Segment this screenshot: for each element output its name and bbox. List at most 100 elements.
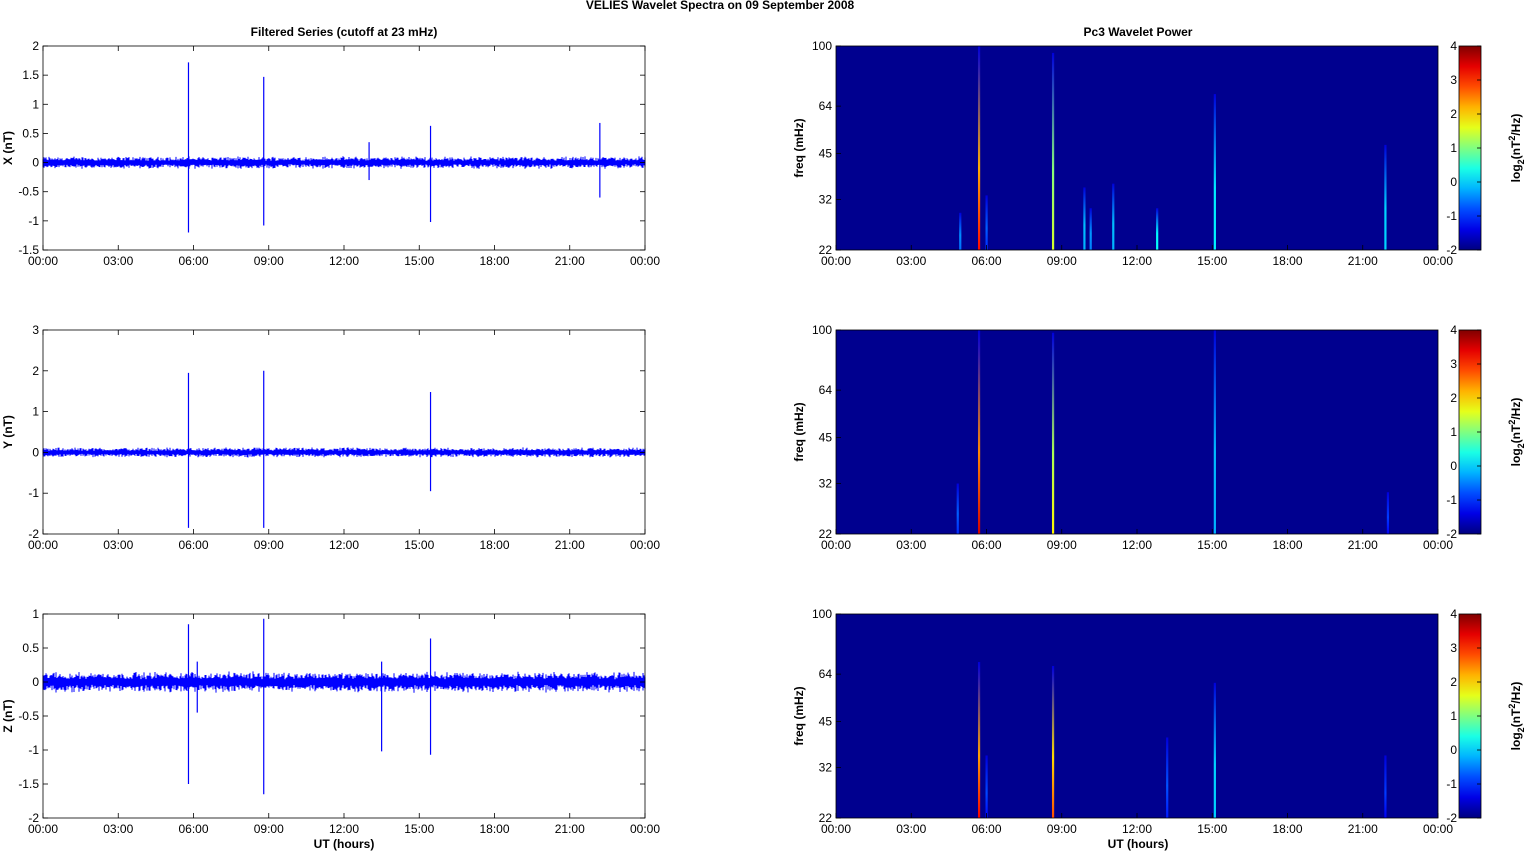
y-tick-label: 45 <box>819 147 833 161</box>
y-axis-label: freq (mHz) <box>792 402 806 461</box>
axes-layer: -1.5 -1 -0.5 0 0.5 1 1.5 2 00:00 03:00 06:00 09:00 1… <box>1 39 1526 836</box>
x-tick-label: 21:00 <box>1348 254 1378 268</box>
x-tick-label: 15:00 <box>1197 822 1227 836</box>
colorbar-label-part: log <box>1509 448 1523 466</box>
y-axis-label: freq (mHz) <box>792 118 806 177</box>
y-tick-label: 1 <box>32 607 39 621</box>
x-tick-label: 15:00 <box>1197 254 1227 268</box>
colorbar-tick-label: 1 <box>1450 709 1457 723</box>
x-tick-label: 00:00 <box>630 538 660 552</box>
x-tick-label: 00:00 <box>630 254 660 268</box>
y-tick-label: 100 <box>812 39 832 53</box>
colorbar-label-part: (nT <box>1509 708 1523 727</box>
plot-area <box>43 614 645 818</box>
y-tick-label: 45 <box>819 715 833 729</box>
x-tick-label: 00:00 <box>28 822 58 836</box>
y-tick-label: -1 <box>28 214 39 228</box>
y-axis-label: Y (nT) <box>1 415 15 449</box>
y-tick-label: 0 <box>32 445 39 459</box>
colorbar-label-part: 2 <box>1516 443 1526 448</box>
x-tick-label: 12:00 <box>1122 822 1152 836</box>
colorbar-tick-label: 0 <box>1450 743 1457 757</box>
x-tick-label: 15:00 <box>1197 538 1227 552</box>
x-tick-label: 18:00 <box>1272 254 1302 268</box>
colorbar-label: log2(nT2/Hz) <box>1507 682 1526 751</box>
colorbar-tick-label: 3 <box>1450 73 1457 87</box>
power-event-10 <box>1384 144 1387 250</box>
y-axis-label: Z (nT) <box>1 699 15 732</box>
x-tick-label: 18:00 <box>1272 822 1302 836</box>
colorbar-tick-label: -1 <box>1446 493 1457 507</box>
y-tick-label: 64 <box>819 99 833 113</box>
y-tick-label: -1.5 <box>18 777 39 791</box>
power-event-3 <box>1213 94 1216 251</box>
x-tick-label: 09:00 <box>1047 538 1077 552</box>
left-column-title: Filtered Series (cutoff at 23 mHz) <box>251 25 438 39</box>
x-tick-label: 03:00 <box>103 822 133 836</box>
x-tick-label: 12:00 <box>1122 254 1152 268</box>
y-axis-label: freq (mHz) <box>792 686 806 745</box>
timeseries-panel-1: -1.5 -1 -0.5 0 0.5 1 1.5 2 00:00 03:00 06:00 09:00 1… <box>1 39 660 268</box>
x-tick-label: 06:00 <box>178 822 208 836</box>
x-tick-label: 00:00 <box>1423 254 1453 268</box>
colorbar-tick-label: 1 <box>1450 141 1457 155</box>
spectrogram-background <box>836 614 1438 818</box>
colorbar-tick-label: 0 <box>1450 459 1457 473</box>
x-tick-label: 03:00 <box>103 254 133 268</box>
y-tick-label: 32 <box>819 193 833 207</box>
y-tick-label: 22 <box>819 811 833 825</box>
x-tick-label: 21:00 <box>555 822 585 836</box>
x-tick-label: 03:00 <box>896 822 926 836</box>
plot-area <box>43 330 645 534</box>
y-axis-label: X (nT) <box>1 131 15 165</box>
y-tick-label: 45 <box>819 431 833 445</box>
colorbar-label-part: /Hz) <box>1509 398 1523 420</box>
colorbar-tick-label: 4 <box>1450 607 1457 621</box>
x-tick-label: 00:00 <box>821 538 851 552</box>
plot-area <box>43 46 645 250</box>
x-tick-label: 18:00 <box>479 538 509 552</box>
power-event-2 <box>1051 332 1055 534</box>
x-tick-label: 12:00 <box>329 822 359 836</box>
x-tick-label: 15:00 <box>404 538 434 552</box>
colorbar-label: log2(nT2/Hz) <box>1507 114 1526 183</box>
y-tick-label: 32 <box>819 761 833 775</box>
x-tick-label: 09:00 <box>1047 254 1077 268</box>
x-tick-label: 18:00 <box>479 822 509 836</box>
power-event-8 <box>1112 183 1115 250</box>
power-event-4 <box>1166 737 1169 818</box>
power-event-4 <box>956 483 959 534</box>
colorbar-tick-label: 4 <box>1450 39 1457 53</box>
colorbar-tick-label: -2 <box>1446 243 1457 257</box>
x-tick-label: 15:00 <box>404 822 434 836</box>
y-tick-label: 32 <box>819 477 833 491</box>
power-event-3 <box>1213 330 1216 534</box>
colorbar-tick-label: 2 <box>1450 675 1457 689</box>
spectrogram-background <box>836 46 1438 250</box>
power-event-6 <box>1384 755 1387 818</box>
y-tick-label: 22 <box>819 243 833 257</box>
y-tick-label: 0 <box>32 156 39 170</box>
timeseries-panel-2: -2 -1 0 1 2 3 00:00 03:00 06:00 09:00 12:00 15:00 18… <box>1 323 660 552</box>
colorbar-tick-label: 2 <box>1450 107 1457 121</box>
colorbar-tick-label: 0 <box>1450 175 1457 189</box>
colorbar-label-part: 2 <box>1516 159 1526 164</box>
power-event-6 <box>1083 187 1086 250</box>
colorbar-label-part: /Hz) <box>1509 114 1523 136</box>
left-x-axis-label: UT (hours) <box>314 837 375 851</box>
power-event-3 <box>1213 682 1216 818</box>
x-tick-label: 00:00 <box>28 254 58 268</box>
x-tick-label: 09:00 <box>254 254 284 268</box>
colorbar-label-part: /Hz) <box>1509 682 1523 704</box>
y-tick-label: 1 <box>32 405 39 419</box>
y-tick-label: 64 <box>819 383 833 397</box>
colorbar-label-part: (nT <box>1509 424 1523 443</box>
figure-title: VELIES Wavelet Spectra on 09 September 2… <box>586 0 855 12</box>
y-tick-label: -0.5 <box>18 709 39 723</box>
x-tick-label: 00:00 <box>821 822 851 836</box>
